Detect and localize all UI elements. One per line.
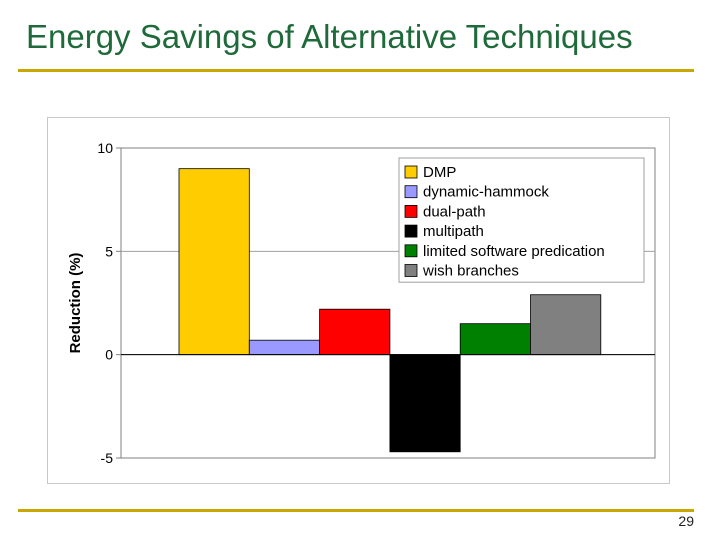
slide-title: Energy Savings of Alternative Techniques — [26, 18, 633, 55]
legend-label: wish branches — [422, 263, 519, 280]
bar-multipath — [389, 354, 461, 453]
bar-chart: 10 5 0 -5 Reduction (%) DMP dynamic-hammock du… — [67, 140, 656, 466]
legend-label: limited software predication — [423, 243, 605, 260]
bar-dmp — [178, 168, 250, 356]
legend-swatch — [404, 264, 418, 277]
bar-limited-software-predication — [459, 323, 531, 356]
legend-swatch — [404, 244, 418, 258]
bar-dynamic-hammock — [248, 339, 321, 356]
y-axis-label: Reduction (%) — [67, 253, 84, 354]
bar-wish-branches — [530, 294, 602, 356]
legend-label: dual-path — [423, 203, 486, 220]
legend-label: dynamic-hammock — [423, 184, 549, 201]
legend-swatch — [404, 185, 418, 199]
y-tick-label: -5 — [101, 450, 114, 466]
page-number: 29 — [678, 513, 694, 529]
y-tick-label: 10 — [97, 140, 113, 156]
legend-label: multipath — [423, 223, 484, 240]
bar-dual-path — [319, 308, 391, 356]
legend-swatch — [404, 165, 418, 179]
legend-swatch — [404, 205, 418, 218]
legend-label: DMP — [423, 164, 456, 181]
legend-box — [398, 157, 645, 283]
title-underline — [18, 69, 694, 72]
footer-rule — [18, 509, 694, 512]
y-tick-label: 5 — [105, 243, 113, 259]
chart-frame: 10 5 0 -5 Reduction (%) DMP dynamic-hammock du… — [47, 117, 670, 484]
plot-area — [120, 147, 656, 459]
y-tick-label: 0 — [105, 347, 113, 363]
legend-swatch — [404, 224, 418, 238]
